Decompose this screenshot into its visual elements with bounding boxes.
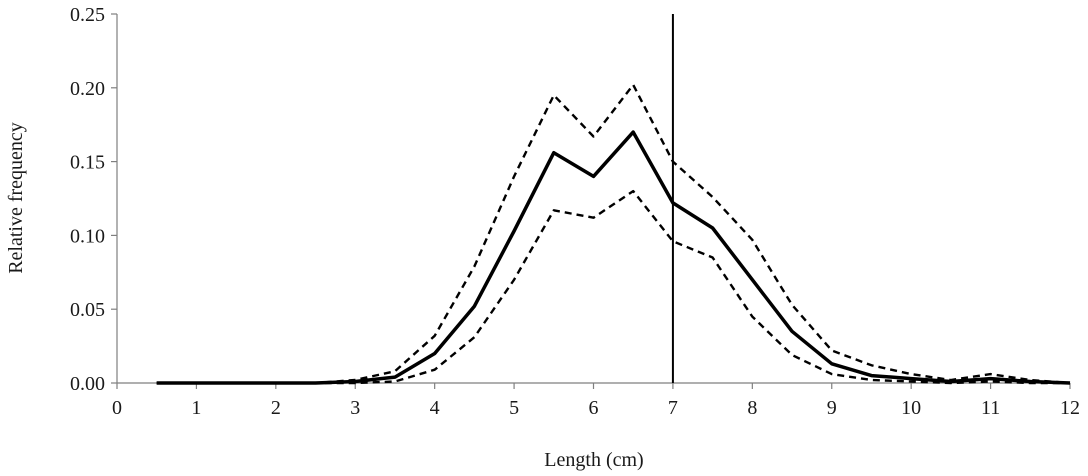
y-tick-label: 0.15 (70, 152, 105, 174)
y-tick-label: 0.00 (70, 373, 105, 395)
x-tick-label: 6 (589, 397, 599, 419)
x-tick-label: 0 (112, 397, 122, 419)
x-tick-label: 10 (901, 397, 921, 419)
y-tick-label: 0.10 (70, 225, 105, 247)
x-tick-label: 1 (191, 397, 201, 419)
axes (111, 13, 1071, 389)
x-tick-label: 11 (981, 397, 1000, 419)
tick-labels: 0.000.050.100.150.200.250 1 2 3 4 5 6 7 8 9 10 11 12 (70, 4, 1080, 419)
x-tick-label: 7 (668, 397, 678, 419)
x-axis-title: Length (cm) (544, 449, 643, 471)
x-tick-label: 12 (1060, 397, 1080, 419)
y-tick-label: 0.25 (70, 4, 105, 26)
series-line-dashed-1 (156, 83, 1071, 385)
x-tick-label: 8 (747, 397, 757, 419)
x-tick-label: 2 (271, 397, 281, 419)
x-tick-label: 3 (350, 397, 360, 419)
x-tick-label: 9 (827, 397, 837, 419)
x-tick-label: 4 (430, 397, 440, 419)
y-axis-title: Relative frequency (5, 122, 27, 274)
series-line-dashed-2 (156, 189, 1070, 385)
x-tick-label: 5 (509, 397, 519, 419)
y-tick-label: 0.05 (70, 299, 105, 321)
chart-marks (156, 14, 1071, 385)
series-line-solid-0 (156, 130, 1071, 385)
y-tick-label: 0.20 (70, 78, 105, 100)
